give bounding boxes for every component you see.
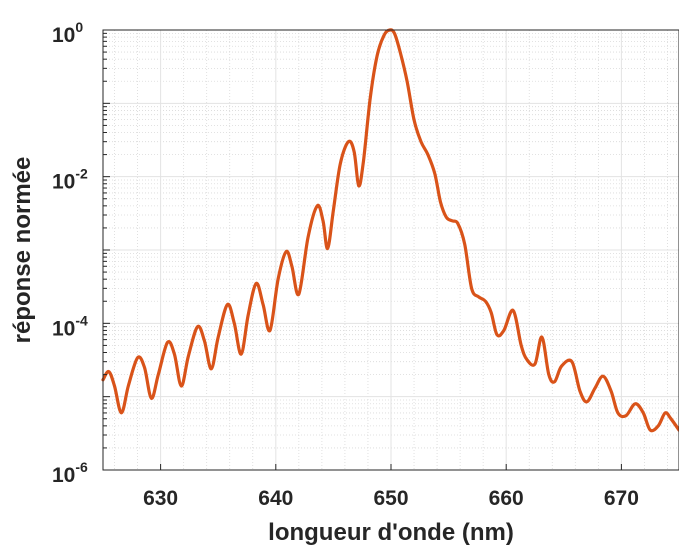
y-tick-label: 10-2 — [52, 166, 88, 194]
x-tick-label: 640 — [258, 487, 293, 510]
x-tick-label: 650 — [373, 487, 408, 510]
y-axis-label: réponse normée — [9, 157, 36, 344]
x-tick-labels: 630 640 650 660 670 — [143, 487, 639, 510]
y-tick-label: 10-6 — [52, 459, 88, 487]
y-tick-label: 10-4 — [52, 312, 88, 340]
tick-marks — [103, 29, 622, 471]
x-axis-label: longueur d'onde (nm) — [268, 519, 514, 546]
x-tick-label: 660 — [489, 487, 524, 510]
y-tick-label: 100 — [52, 19, 83, 47]
y-tick-labels: 10-6 10-4 10-2 100 — [52, 19, 88, 487]
x-tick-label: 630 — [143, 487, 178, 510]
x-tick-label: 670 — [604, 487, 639, 510]
